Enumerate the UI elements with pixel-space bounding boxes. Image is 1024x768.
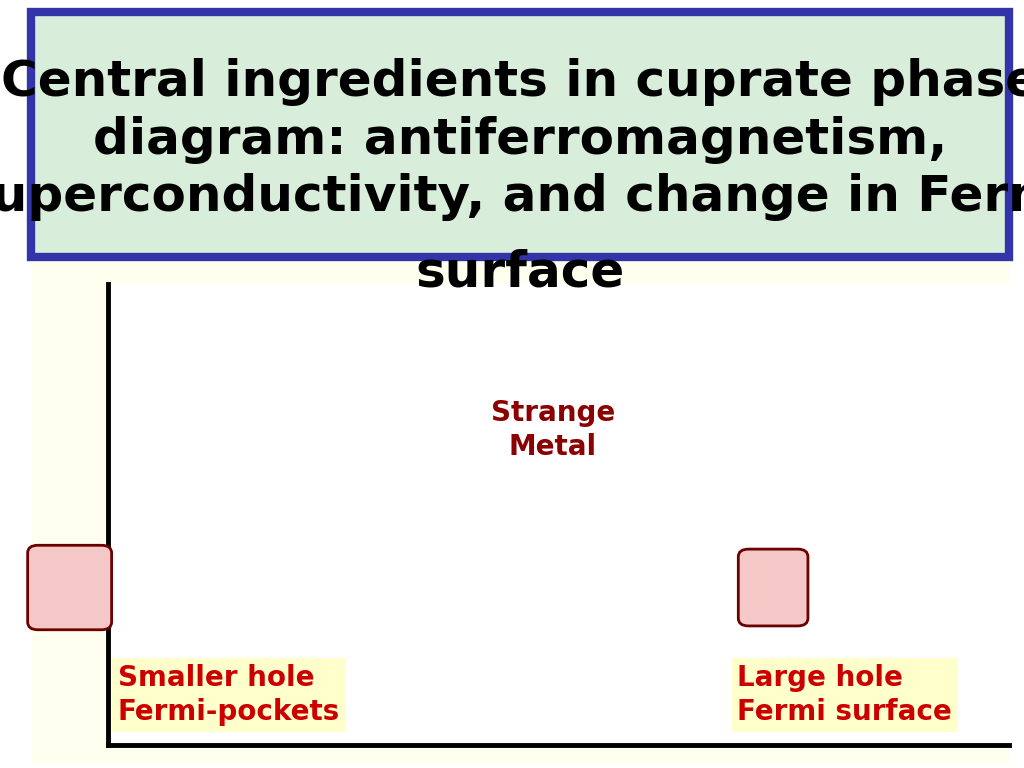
Text: surface: surface [416,249,625,296]
FancyBboxPatch shape [738,549,808,626]
Text: Smaller hole
Fermi-pockets: Smaller hole Fermi-pockets [118,664,340,727]
Text: Large hole
Fermi surface: Large hole Fermi surface [737,664,952,727]
Text: Strange
Metal: Strange Metal [490,399,615,462]
Bar [31,238,1009,764]
Bar [31,12,1009,257]
FancyBboxPatch shape [28,545,112,630]
Text: Central ingredients in cuprate phase
diagram: antiferromagnetism,
superconductiv: Central ingredients in cuprate phase dia… [0,58,1024,221]
Bar [108,284,1009,745]
